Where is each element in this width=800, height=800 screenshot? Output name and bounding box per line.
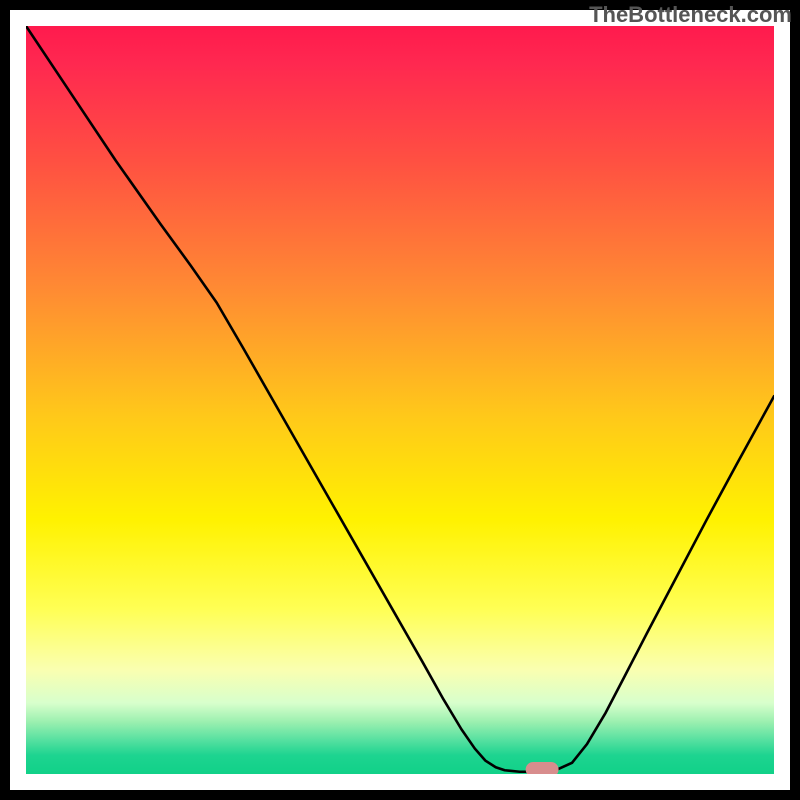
optimal-marker <box>526 763 558 774</box>
plot-area <box>26 26 774 774</box>
bottleneck-curve <box>26 26 774 772</box>
plot-overlay-svg <box>26 26 774 774</box>
watermark-text: TheBottleneck.com <box>589 2 792 28</box>
chart-container: { "canvas": { "width": 800, "height": 80… <box>0 0 800 800</box>
